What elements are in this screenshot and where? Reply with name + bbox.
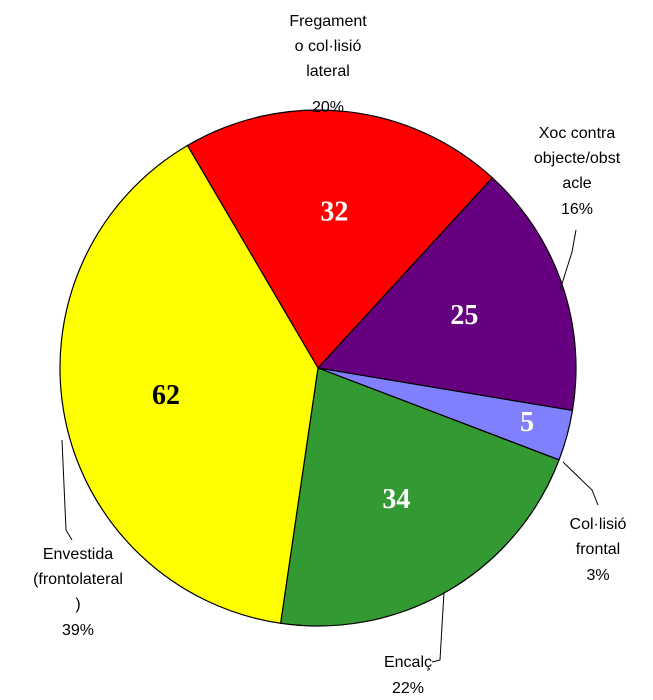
value-label: 5 xyxy=(520,407,534,438)
percent-label: 20% xyxy=(312,99,344,116)
category-label: frontal xyxy=(576,541,620,558)
percent-label: 16% xyxy=(561,201,593,218)
category-label: Envestida xyxy=(43,546,113,563)
pie-slice xyxy=(186,109,494,370)
category-label: ) xyxy=(75,596,80,613)
pie-slice xyxy=(59,144,319,624)
value-label: 32 xyxy=(320,196,348,227)
leader-line xyxy=(61,439,73,541)
category-label: objecte/obst xyxy=(534,150,621,167)
category-label: o col·lisió xyxy=(295,38,362,55)
category-label: Xoc contra xyxy=(539,125,616,142)
percent-label: 39% xyxy=(62,622,94,639)
pie-slice xyxy=(279,367,560,627)
leader-line xyxy=(431,591,445,663)
value-label: 34 xyxy=(382,484,410,515)
category-label: Col·lisió xyxy=(570,516,627,533)
leader-line xyxy=(559,229,577,291)
category-label: acle xyxy=(562,175,591,192)
value-label: 62 xyxy=(152,380,180,411)
category-label: Encalç xyxy=(384,654,432,671)
percent-label: 3% xyxy=(586,567,609,584)
leader-line xyxy=(562,461,599,506)
category-label: lateral xyxy=(306,63,350,80)
percent-label: 22% xyxy=(392,680,424,697)
value-label: 25 xyxy=(450,300,478,331)
category-label: (frontolateral xyxy=(33,571,123,588)
category-label: Fregament xyxy=(289,13,367,30)
